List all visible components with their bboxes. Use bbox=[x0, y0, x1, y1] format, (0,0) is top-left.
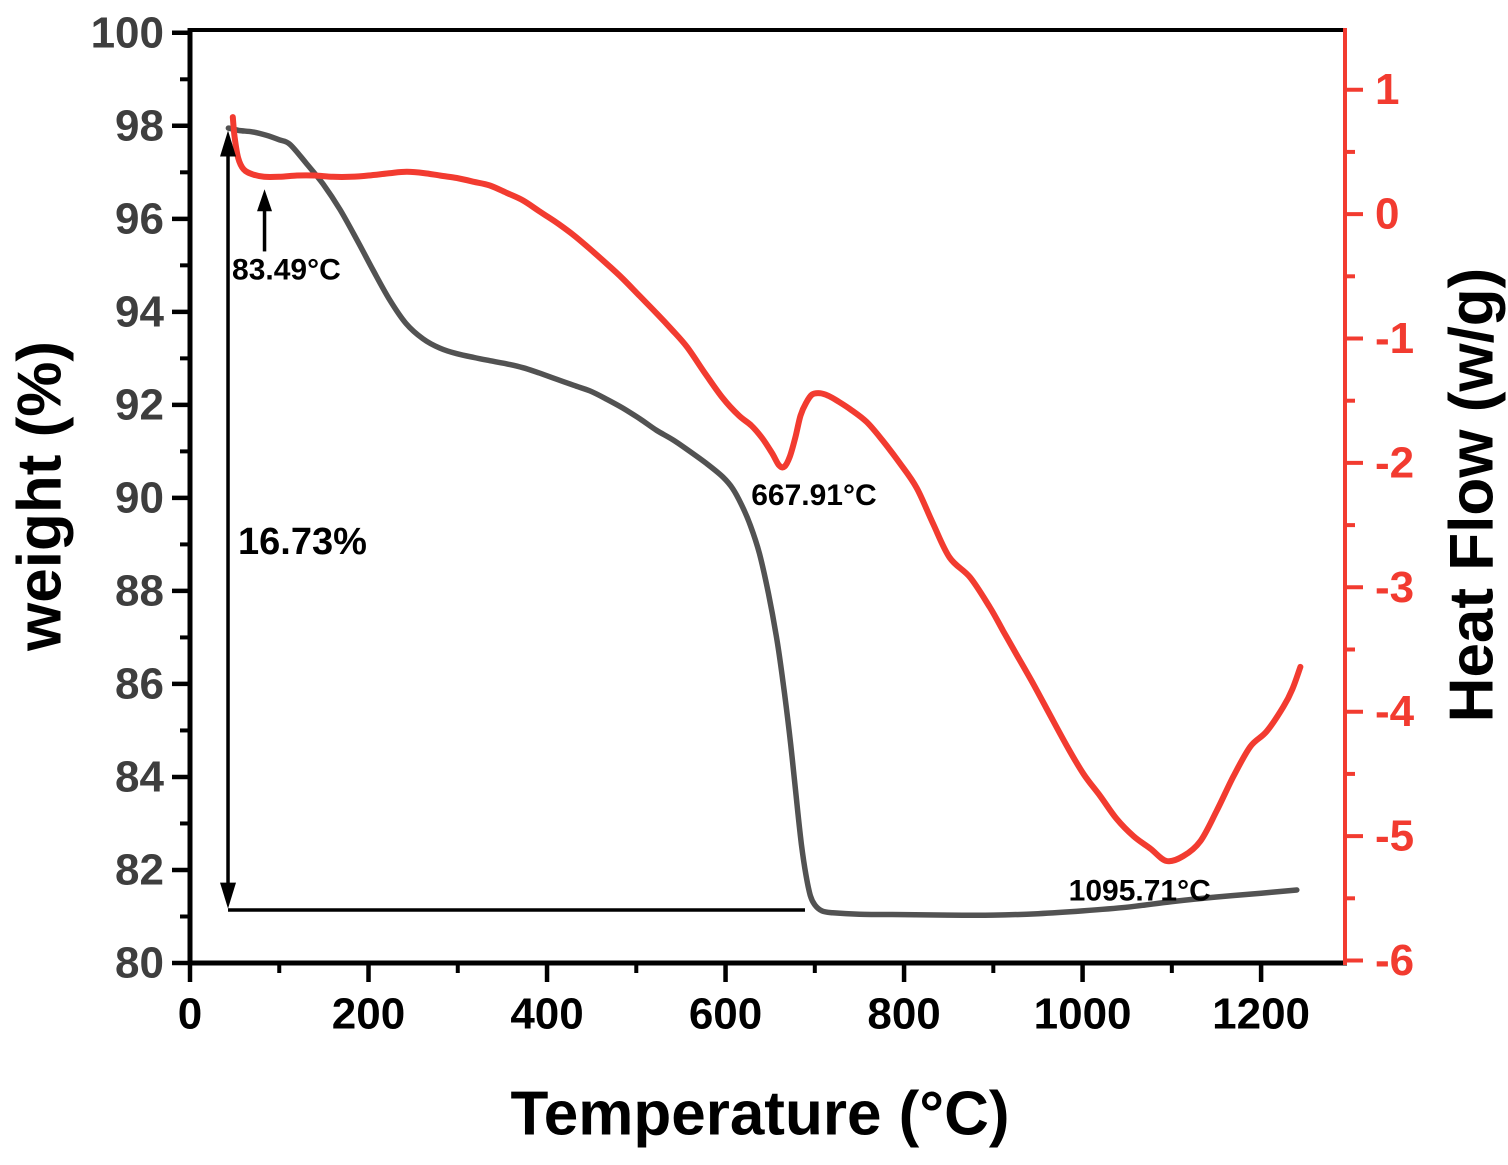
weight-loss-value-label: 16.73% bbox=[238, 521, 367, 563]
y-left-tick-label: 84 bbox=[115, 752, 164, 801]
plot-spines bbox=[187, 28, 1347, 966]
y-left-tick-label: 82 bbox=[115, 845, 164, 894]
weight-loss-annotation: 16.73% bbox=[220, 130, 805, 912]
tga-weight-curve bbox=[225, 125, 1300, 918]
y-right-tick-label: -3 bbox=[1375, 563, 1414, 612]
y-left-tick-label: 100 bbox=[91, 8, 164, 57]
y-right-tick-label: -5 bbox=[1375, 812, 1414, 861]
arrow-down-icon bbox=[220, 882, 237, 909]
x-tick-label: 400 bbox=[510, 990, 583, 1039]
onset-temperature-label: 83.49°C bbox=[232, 253, 341, 286]
x-tick-label: 1000 bbox=[1034, 990, 1132, 1039]
y-left-tick-label: 90 bbox=[115, 473, 164, 522]
y-right-tick-label: -4 bbox=[1375, 687, 1415, 736]
y-left-tick-label: 96 bbox=[115, 194, 164, 243]
x-tick-label: 600 bbox=[689, 990, 762, 1039]
arrow-up-icon bbox=[257, 189, 273, 212]
right-y-axis-title: Heat Flow (w/g) bbox=[1438, 268, 1507, 723]
y-left-tick-label: 80 bbox=[115, 939, 164, 988]
arrow-up-icon bbox=[220, 130, 237, 157]
y-right-tick-label: -1 bbox=[1375, 314, 1414, 363]
axis-ticks: 0 200 400 600 800 1000 12008082848688909294969… bbox=[91, 8, 1415, 1038]
onset-annotation: 83.49°C bbox=[232, 189, 341, 286]
x-tick-label: 1200 bbox=[1212, 990, 1310, 1039]
y-left-tick-label: 88 bbox=[115, 566, 164, 615]
x-tick-label: 200 bbox=[332, 990, 405, 1039]
y-right-tick-label: -6 bbox=[1375, 936, 1414, 985]
dsc-heatflow-curve bbox=[229, 114, 1304, 865]
y-left-tick-label: 86 bbox=[115, 659, 164, 708]
y-left-tick-label: 98 bbox=[115, 101, 164, 150]
dsc-dip-temperature-label: 667.91°C bbox=[751, 479, 876, 512]
x-axis-title: Temperature (°C) bbox=[510, 1080, 1009, 1149]
y-right-tick-label: 0 bbox=[1375, 190, 1399, 239]
x-tick-label: 800 bbox=[867, 990, 940, 1039]
left-y-axis-title: weight (%) bbox=[6, 341, 75, 652]
x-tick-label: 0 bbox=[178, 990, 202, 1039]
y-right-tick-label: 1 bbox=[1375, 65, 1399, 114]
y-right-tick-label: -2 bbox=[1375, 438, 1414, 487]
y-left-tick-label: 94 bbox=[115, 287, 164, 336]
y-left-tick-label: 92 bbox=[115, 380, 164, 429]
dsc-min-temperature-label: 1095.71°C bbox=[1069, 874, 1211, 907]
